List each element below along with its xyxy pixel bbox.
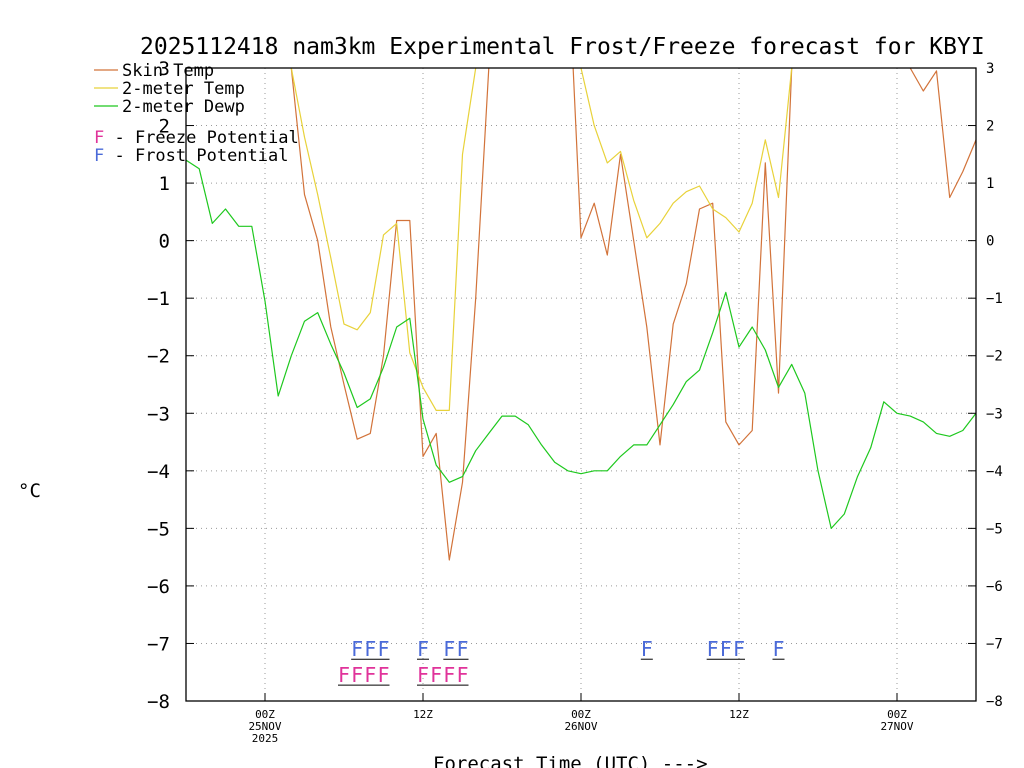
frost-potential-marker: F (772, 637, 784, 661)
x-tick-label: 12Z (729, 708, 749, 721)
legend-potential-label: F - Freeze Potential (94, 128, 299, 148)
series-line-2-meter-dewp (186, 159, 976, 530)
series-line-skin-temp (290, 68, 976, 561)
y-tick-label-right: 2 (986, 119, 994, 135)
freeze-potential-marker: F (351, 663, 363, 687)
y-tick-label: −1 (147, 288, 170, 310)
frost-potential-marker: F (364, 637, 376, 661)
x-axis-label: Forecast Time (UTC) ---> (433, 753, 708, 768)
x-tick-label: 2025 (252, 732, 279, 745)
freeze-potential-marker: F (364, 663, 376, 687)
freeze-potential-marker: F (430, 663, 442, 687)
chart-title: 2025112418 nam3km Experimental Frost/Fre… (140, 34, 985, 60)
grid-lines (186, 68, 976, 701)
y-tick-label-right: −7 (986, 636, 1003, 652)
x-tick-label: 27NOV (880, 720, 913, 733)
frost-potential-marker: F (377, 637, 389, 661)
freeze-potential-marker: F (443, 663, 455, 687)
y-tick-label-right: −3 (986, 406, 1003, 422)
y-tick-label: −6 (147, 576, 170, 598)
legend-label: 2-meter Temp (122, 79, 245, 99)
frost-potential-marker: F (733, 637, 745, 661)
y-tick-label-right: −8 (986, 694, 1003, 710)
x-tick-label: 00Z (887, 708, 907, 721)
y-tick-label: −3 (147, 403, 170, 425)
x-tick-label: 12Z (413, 708, 433, 721)
y-axis-label: °C (18, 480, 41, 502)
frost-potential-marker: F (456, 637, 468, 661)
y-tick-label: 0 (159, 231, 170, 253)
y-tick-label-right: −1 (986, 291, 1003, 307)
y-tick-label-right: −5 (986, 521, 1003, 537)
legend-label: 2-meter Dewp (122, 97, 245, 117)
potential-markers: F F F F F F F F F F FF F F F F F F F (338, 637, 785, 687)
series-lines (186, 68, 976, 561)
freeze-potential-marker: F (377, 663, 389, 687)
y-tick-label: 2 (159, 116, 170, 138)
y-tick-label-right: 3 (986, 61, 994, 77)
frost-potential-marker: F (443, 637, 455, 661)
y-tick-label: −7 (147, 633, 170, 655)
x-tick-label: 00Z (255, 708, 275, 721)
x-tick-label: 25NOV (248, 720, 281, 733)
y-tick-label-right: 1 (986, 176, 994, 192)
frost-potential-marker: F (417, 637, 429, 661)
frost-potential-marker: F (707, 637, 719, 661)
frost-potential-marker: F (641, 637, 653, 661)
y-tick-label: 3 (159, 58, 170, 80)
y-tick-label: −4 (147, 461, 170, 483)
frost-potential-marker: F (720, 637, 732, 661)
series-line-2-meter-temp (290, 68, 793, 411)
legend-potential-label: F - Frost Potential (94, 146, 288, 166)
x-tick-label: 26NOV (564, 720, 597, 733)
freeze-potential-marker: F (338, 663, 350, 687)
legend-label: Skin Temp (122, 61, 214, 81)
frost-potential-marker: F (351, 637, 363, 661)
y-tick-label: −2 (147, 346, 170, 368)
y-tick-label: 1 (159, 173, 170, 195)
x-tick-label: 00Z (571, 708, 591, 721)
plot-frame (185, 67, 977, 702)
y-tick-label-right: −4 (986, 464, 1003, 480)
freeze-potential-marker: F (417, 663, 429, 687)
y-tick-label: −5 (147, 518, 170, 540)
y-tick-label-right: −2 (986, 349, 1003, 365)
y-axis-ticks: 3 3 2 2 1 1 0 0 −1 −1 −2 −2 −3 −3 −4 −4 −5 −5 −6 −6 −7 −7 −8 −8 (147, 58, 1003, 713)
y-tick-label-right: −6 (986, 579, 1003, 595)
y-tick-label-right: 0 (986, 234, 994, 250)
y-tick-label: −8 (147, 691, 170, 713)
freeze-potential-marker: F (456, 663, 468, 687)
